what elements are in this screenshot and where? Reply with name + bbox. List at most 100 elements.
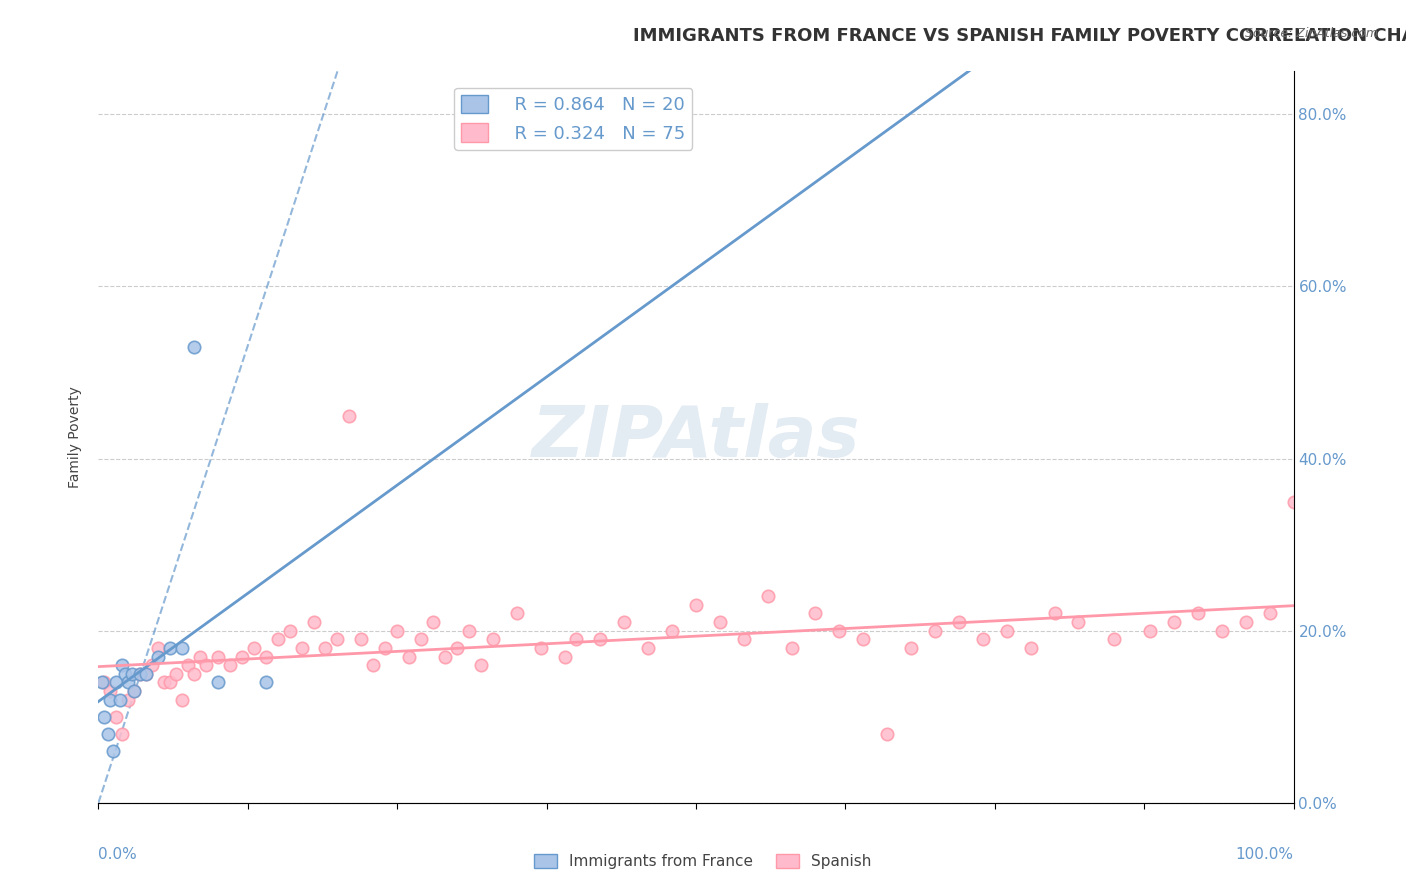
Point [97, 727, 120, 741]
Point [948, 615, 970, 629]
Point [1187, 607, 1209, 621]
Point [124, 684, 146, 698]
Point [195, 658, 218, 673]
Point [219, 658, 242, 673]
Point [1211, 624, 1233, 638]
Point [172, 640, 194, 655]
Point [506, 607, 529, 621]
Point [685, 598, 707, 612]
Point [135, 666, 157, 681]
Point [411, 632, 433, 647]
Point [291, 640, 314, 655]
Point [135, 666, 157, 681]
Text: 100.0%: 100.0% [1236, 847, 1294, 862]
Point [183, 666, 205, 681]
Point [91, 675, 114, 690]
Point [114, 666, 136, 681]
Point [709, 615, 731, 629]
Point [159, 640, 181, 655]
Point [207, 675, 229, 690]
Point [243, 640, 266, 655]
Point [530, 640, 553, 655]
Point [554, 649, 576, 664]
Point [852, 632, 875, 647]
Point [111, 727, 134, 741]
Point [1282, 494, 1305, 508]
Point [129, 666, 152, 681]
Point [398, 649, 420, 664]
Point [661, 624, 683, 638]
Point [117, 692, 139, 706]
Point [350, 632, 373, 647]
Point [1163, 615, 1185, 629]
Point [267, 632, 290, 647]
Point [129, 666, 152, 681]
Point [900, 640, 922, 655]
Point [613, 615, 636, 629]
Point [1067, 615, 1090, 629]
Point [93, 675, 115, 690]
Point [1234, 615, 1257, 629]
Point [339, 409, 361, 423]
Point [470, 658, 492, 673]
Point [363, 658, 385, 673]
Point [111, 658, 134, 673]
Point [804, 607, 827, 621]
Point [828, 624, 851, 638]
Point [105, 710, 128, 724]
Point [637, 640, 659, 655]
Point [148, 649, 170, 664]
Point [780, 640, 803, 655]
Point [589, 632, 612, 647]
Point [315, 640, 337, 655]
Point [121, 666, 143, 681]
Point [159, 675, 181, 690]
Point [446, 640, 468, 655]
Point [733, 632, 755, 647]
Point [93, 710, 115, 724]
Point [188, 649, 211, 664]
Point [1139, 624, 1161, 638]
Point [148, 640, 170, 655]
Point [482, 632, 505, 647]
Point [207, 649, 229, 664]
Text: IMMIGRANTS FROM FRANCE VS SPANISH FAMILY POVERTY CORRELATION CHART: IMMIGRANTS FROM FRANCE VS SPANISH FAMILY… [633, 27, 1406, 45]
Point [141, 658, 163, 673]
Point [177, 658, 200, 673]
Point [458, 624, 481, 638]
Point [124, 684, 146, 698]
Point [278, 624, 301, 638]
Point [172, 692, 194, 706]
Point [385, 624, 409, 638]
Point [1258, 607, 1281, 621]
Point [254, 675, 277, 690]
Point [1104, 632, 1126, 647]
Point [98, 692, 122, 706]
Point [434, 649, 457, 664]
Point [105, 675, 128, 690]
Point [153, 675, 176, 690]
Point [302, 615, 325, 629]
Point [326, 632, 349, 647]
Point [254, 649, 277, 664]
Point [101, 744, 124, 758]
Point [1019, 640, 1042, 655]
Point [924, 624, 946, 638]
Point [756, 589, 779, 603]
Point [422, 615, 444, 629]
Point [972, 632, 994, 647]
Point [165, 666, 187, 681]
Point [1043, 607, 1066, 621]
Point [108, 692, 131, 706]
Point [565, 632, 588, 647]
Point [183, 340, 205, 354]
Y-axis label: Family Poverty: Family Poverty [69, 386, 83, 488]
Point [231, 649, 253, 664]
Point [117, 675, 139, 690]
Legend:   R = 0.864   N = 20,   R = 0.324   N = 75: R = 0.864 N = 20, R = 0.324 N = 75 [454, 87, 692, 150]
Point [995, 624, 1018, 638]
Text: 0.0%: 0.0% [98, 847, 138, 862]
Point [374, 640, 396, 655]
Point [876, 727, 898, 741]
Text: Source: ZipAtlas.com: Source: ZipAtlas.com [1244, 27, 1378, 40]
